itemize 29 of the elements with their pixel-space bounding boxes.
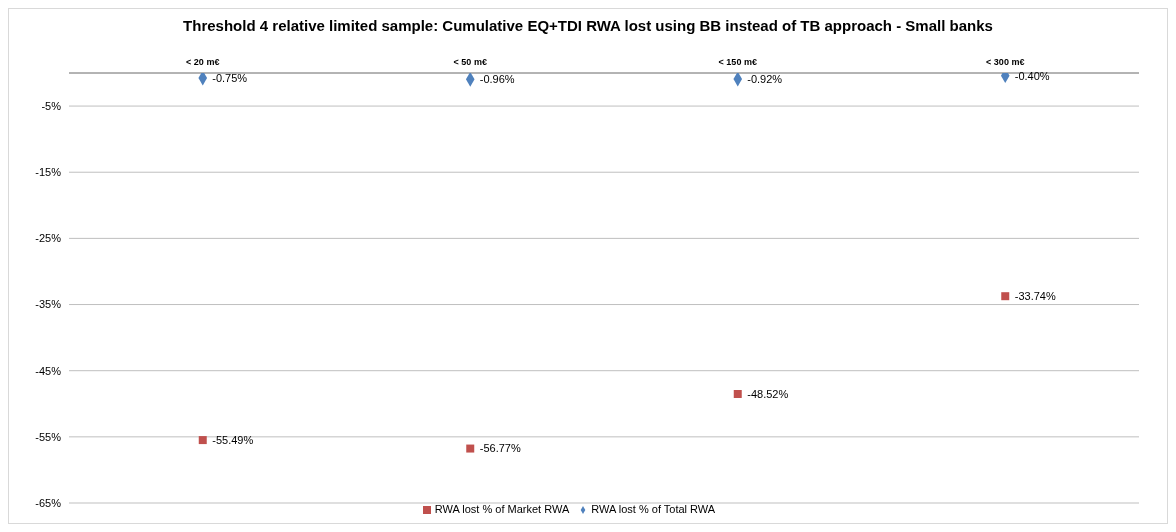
point xyxy=(733,389,742,398)
point xyxy=(466,444,475,453)
y-tick-label: -45% xyxy=(35,364,62,377)
y-tick-label: -15% xyxy=(35,166,62,179)
chart-title: Threshold 4 relative limited sample: Cumulative EQ+TDI RWA lost using BB instead of TB approach - Small banks xyxy=(182,16,994,36)
y-tick-label: -55% xyxy=(35,430,62,443)
point xyxy=(198,73,208,86)
y-tick-label: -5% xyxy=(41,99,62,112)
data-label: -56.77% xyxy=(479,442,521,455)
data-label: -0.75% xyxy=(212,71,248,84)
data-label: -55.49% xyxy=(212,433,254,446)
x-tick-label: < 20 m€ xyxy=(186,57,220,67)
data-label: -48.52% xyxy=(747,387,789,400)
data-label: -33.74% xyxy=(1014,290,1056,303)
x-tick-label: < 300 m€ xyxy=(986,57,1025,67)
legend-label: RWA lost % of Total RWA xyxy=(591,503,716,515)
point xyxy=(1001,292,1010,301)
legend-label: RWA lost % of Market RWA xyxy=(434,503,570,515)
y-tick-label: -35% xyxy=(35,298,62,311)
data-label: -0.96% xyxy=(479,73,515,86)
y-tick-label: -25% xyxy=(35,232,62,245)
x-tick-label: < 150 m€ xyxy=(718,57,757,67)
data-label: -0.40% xyxy=(1014,69,1050,82)
point xyxy=(198,436,207,445)
y-tick-label: -65% xyxy=(35,496,62,509)
point xyxy=(733,73,743,87)
data-label: -0.92% xyxy=(747,72,783,85)
point xyxy=(465,73,475,87)
x-tick-label: < 50 m€ xyxy=(453,57,487,67)
